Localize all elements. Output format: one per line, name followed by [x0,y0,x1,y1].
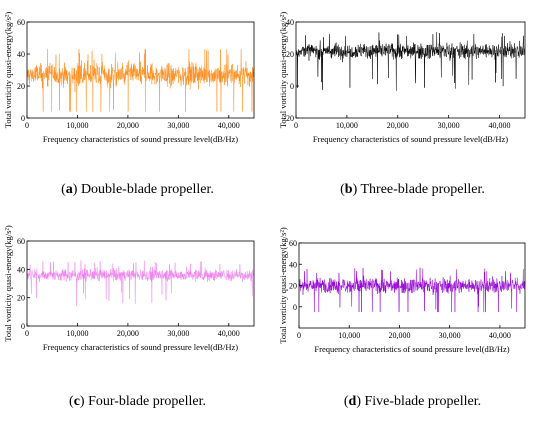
x-tick-label: 0 [297,331,301,340]
caption-text: Four-blade propeller. [84,394,206,409]
x-axis-label: Frequency characteristics of sound press… [43,342,238,352]
x-tick-label: 10,000 [336,121,358,130]
chart-a: 0 10,000 20,000 30,000 40,000 0 20 40 60 Frequenc… [3,12,255,144]
y-axis-label: Total vorticity quasi-energy(kg/s²) [278,227,288,344]
series-line [27,260,254,307]
plot-frame [26,21,255,119]
caption-b: (b) Three-blade propeller. [340,182,485,197]
x-tick-label: 30,000 [439,331,461,340]
x-tick-label: 20,000 [387,121,409,130]
caption-label: a [65,182,73,197]
chart-b: 0 10,000 20,000 30,000 40,000-2002040Frequen… [278,12,526,144]
x-tick-label: 30,000 [167,329,189,338]
x-tick-label: 40,000 [489,121,511,130]
x-tick-label: 30,000 [438,121,460,130]
caption-a: (a) Double-blade propeller. [61,182,214,197]
caption-c: (c) Four-blade propeller. [69,394,206,409]
y-tick-label: 20 [17,294,25,303]
chart-panel-d: 0 10,000 20,000 30,000 40,000 0 20 40 60 Frequenc… [275,215,550,429]
y-tick-label: 20 [286,50,294,59]
series-line [299,267,525,313]
x-tick-label: 40,000 [218,329,240,338]
y-tick-label: 20 [289,282,297,291]
y-tick-label: 40 [17,265,25,274]
x-tick-label: 10,000 [338,331,360,340]
x-axis-label: Frequency characteristics of sound press… [313,134,508,144]
chart-c: 0 10,000 20,000 30,000 40,000 0 20 40 60 Frequenc… [3,225,255,352]
y-tick-label: 40 [289,260,297,269]
caption-label: c [73,394,80,409]
x-tick-label: 20,000 [117,329,139,338]
caption-text: Double-blade propeller. [77,182,214,197]
x-tick-label: 40,000 [218,121,240,130]
chart-panel-b: 0 10,000 20,000 30,000 40,000 -20 0 20 40 Frequen… [275,0,550,214]
chart-panel-a: 0 10,000 20,000 30,000 40,000 0 20 40 60 Frequenc… [0,0,275,214]
x-tick-label: 10,000 [66,329,88,338]
caption-text: Five-blade propeller. [361,394,482,409]
y-axis-label: Total vorticity quasi-energy(kg/s²) [3,225,13,342]
x-tick-label: 40,000 [489,331,511,340]
plot-frame [26,240,255,327]
chart-d: 0 10,000 20,000 30,000 40,000 0 20 40 60 Frequenc… [278,227,526,354]
y-tick-label: -20 [283,114,294,123]
x-axis-label: Frequency characteristics of sound press… [43,134,238,144]
series-line [27,49,254,112]
y-axis-label: Total vorticity quasi-energy(kg/s²) [278,12,288,129]
y-tick-label: 0 [293,303,297,312]
y-tick-label: 60 [17,237,25,246]
x-tick-label: 30,000 [167,121,189,130]
y-tick-label: 0 [21,114,25,123]
x-tick-label: 0 [25,329,29,338]
x-axis-label: Frequency characteristics of sound press… [314,344,509,354]
series-line [296,32,525,91]
x-tick-label: 20,000 [117,121,139,130]
x-tick-label: 20,000 [388,331,410,340]
y-tick-label: 0 [21,322,25,331]
caption-d: (d) Five-blade propeller. [343,394,482,409]
y-tick-label: 60 [289,239,297,248]
caption-text: Three-blade propeller. [357,182,485,197]
y-axis-label: Total vorticity quasi-energy(kg/s²) [3,12,13,129]
y-tick-label: 20 [17,82,25,91]
y-tick-label: 40 [286,18,294,27]
y-tick-label: 0 [290,82,294,91]
plot-frame [295,21,526,119]
caption-label: d [348,394,357,409]
caption-label: b [344,182,353,197]
x-tick-label: 0 [294,121,298,130]
chart-panel-c: 0 10,000 20,000 30,000 40,000 0 20 40 60 Frequenc… [0,215,275,429]
x-tick-label: 0 [25,121,29,130]
y-tick-label: 40 [17,50,25,59]
x-tick-label: 10,000 [66,121,88,130]
y-tick-label: 60 [17,18,25,27]
